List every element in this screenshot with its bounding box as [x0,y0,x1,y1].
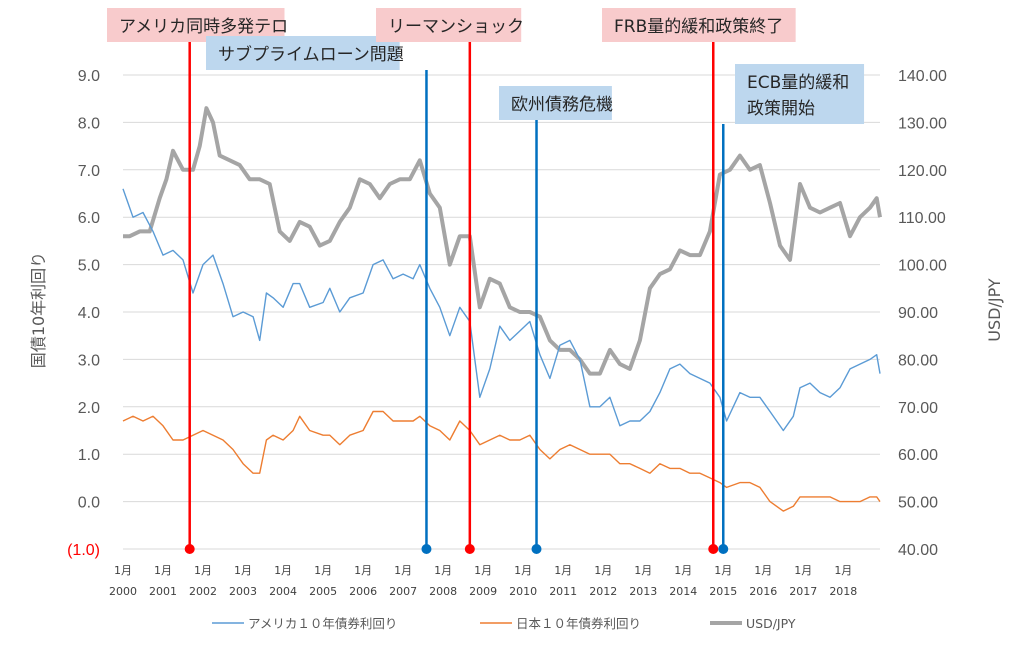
right-tick-label: 50.00 [898,495,938,512]
x-tick-month: 1月 [114,564,132,577]
left-tick-label: (1.0) [67,542,100,559]
left-axis-title: 国債10年利回り [29,252,48,368]
x-tick-month: 1月 [594,564,612,577]
x-tick-year: 2011 [549,585,577,598]
event-label: 政策開始 [747,99,815,119]
x-tick-year: 2004 [269,585,297,598]
event-dot [708,544,719,554]
x-tick-year: 2005 [309,585,337,598]
x-tick-year: 2006 [349,585,377,598]
left-y-axis: (1.0) 0.0 1.0 2.0 3.0 4.0 5.0 6.0 7.0 8.0 9.0 [67,68,100,559]
right-tick-label: 130.00 [898,115,947,132]
event-label-box [376,8,522,42]
x-tick-year: 2001 [149,585,177,598]
event-label-box [499,86,612,120]
right-tick-label: 140.00 [898,68,947,85]
series-layer [122,106,882,512]
x-tick-year: 2003 [229,585,257,598]
right-tick-label: 60.00 [898,447,938,464]
x-tick-month: 1月 [714,564,732,577]
x-tick-month: 1月 [794,564,812,577]
legend-label: アメリカ１０年債券利回り [248,616,397,631]
x-tick-year: 2013 [629,585,657,598]
left-tick-label: 4.0 [78,305,100,322]
left-tick-label: 2.0 [78,400,100,417]
left-tick-label: 7.0 [78,163,100,180]
x-tick-month: 1月 [554,564,572,577]
left-tick-label: 9.0 [78,68,100,85]
x-tick-month: 1月 [194,564,212,577]
x-tick-year: 2009 [469,585,497,598]
x-tick-month: 1月 [514,564,532,577]
legend-label: USD/JPY [746,616,796,631]
x-tick-year: 2018 [829,585,857,598]
x-tick-year: 2010 [509,585,537,598]
x-tick-month: 1月 [394,564,412,577]
x-tick-year: 2014 [669,585,697,598]
x-tick-month: 1月 [314,564,332,577]
series-line-1 [122,410,881,512]
event-label: FRB量的緩和政策終了 [614,17,783,37]
right-tick-label: 100.00 [898,258,947,275]
right-tick-label: 90.00 [898,305,938,322]
right-tick-label: 80.00 [898,352,938,369]
right-tick-label: 70.00 [898,400,938,417]
x-tick-year: 2000 [109,585,137,598]
left-tick-label: 3.0 [78,352,100,369]
right-tick-label: 110.00 [898,210,946,227]
event-label: サブプライムローン問題 [218,44,404,65]
x-tick-month: 1月 [354,564,372,577]
x-tick-month: 1月 [434,564,452,577]
legend: アメリカ１０年債券利回り 日本１０年債券利回り USD/JPY [212,616,796,631]
right-y-axis: 40.00 50.00 60.00 70.00 80.00 90.00 100.00 110.… [898,68,947,559]
legend-label: 日本１０年債券利回り [516,616,641,631]
event-dot [464,544,475,554]
event-label: アメリカ同時多発テロ [119,17,288,37]
event-label-box [602,8,796,42]
event-label-box [735,64,865,124]
x-tick-year: 2007 [389,585,417,598]
series-line-2 [123,106,882,376]
left-tick-label: 5.0 [78,258,100,275]
event-dot [531,544,542,554]
x-tick-month: 1月 [674,564,692,577]
right-tick-label: 40.00 [898,542,938,559]
left-tick-label: 6.0 [78,210,100,227]
left-tick-label: 8.0 [78,115,100,132]
right-axis-title: USD/JPY [985,278,1004,342]
event-dot [184,544,195,554]
right-tick-label: 120.00 [898,163,947,180]
x-tick-year: 2015 [709,585,737,598]
event-label: 欧州債務危機 [511,95,613,115]
x-tick-month: 1月 [474,564,492,577]
x-tick-year: 2017 [789,585,817,598]
x-tick-month: 1月 [154,564,172,577]
x-tick-month: 1月 [274,564,292,577]
gridlines [123,74,880,550]
event-label-box [206,36,400,70]
event-dot [421,544,432,554]
x-tick-year: 2016 [749,585,777,598]
event-label: リーマンショック [388,17,524,37]
x-tick-year: 2008 [429,585,457,598]
event-label: ECB量的緩和 [747,73,849,93]
x-tick-month: 1月 [754,564,772,577]
left-tick-label: 1.0 [78,447,100,464]
left-tick-label: 0.0 [78,495,100,512]
x-tick-month: 1月 [634,564,652,577]
x-tick-year: 2012 [589,585,617,598]
x-tick-month: 1月 [834,564,852,577]
series-line-0 [122,188,881,432]
x-tick-year: 2002 [189,585,217,598]
event-dot [718,544,729,554]
x-tick-month: 1月 [234,564,252,577]
x-axis: 1月 2000 1月 2001 1月 2002 1月 2003 1月 2004 1月 2005 1月 20… [109,564,857,598]
